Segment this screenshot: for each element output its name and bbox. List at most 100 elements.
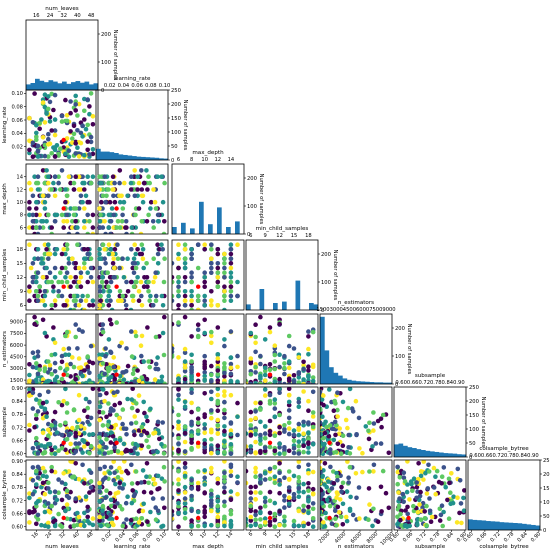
ytick-label: 0.08: [11, 104, 23, 110]
scatter-point: [46, 427, 51, 433]
scatter-point: [248, 449, 254, 454]
scatter-point: [104, 193, 109, 199]
scatter-point: [73, 265, 78, 271]
hist-bar: [333, 372, 339, 384]
scatter-point: [111, 364, 116, 370]
hist-ytick-label: 50: [469, 441, 476, 447]
scatter-point: [87, 219, 92, 224]
scatter-point: [228, 365, 234, 371]
scatter-point: [106, 251, 112, 257]
scatter-point: [296, 464, 302, 470]
scatter-point: [46, 154, 51, 159]
scatter-point: [141, 359, 146, 364]
hist-ytick-label: 100: [101, 60, 111, 66]
scatter-point: [100, 361, 106, 366]
scatter-point: [246, 523, 249, 528]
scatter-point: [42, 251, 48, 257]
scatter-point: [155, 508, 161, 514]
scatter-point: [202, 475, 207, 481]
scatter-point: [228, 355, 234, 360]
scatter-point: [75, 113, 80, 118]
scatter-frame: [171, 313, 245, 385]
scatter-point: [148, 406, 153, 412]
hist-top-tick: 0.10: [159, 83, 171, 89]
scatter-point: [345, 405, 351, 411]
scatter-point: [85, 354, 90, 359]
hist-ytick-label: 50: [171, 144, 178, 150]
ytick-label: 15: [16, 261, 23, 267]
scatter-point: [139, 443, 145, 449]
scatter-point: [195, 509, 201, 515]
scatter-point: [46, 174, 51, 179]
scatter-point: [182, 490, 188, 495]
scatter-point: [30, 120, 36, 125]
panel-colsample_bytree-vs-num_leaves: 0.600.660.720.780.840.90colsample_bytree…: [2, 459, 99, 549]
scatter-point: [37, 120, 42, 126]
scatter-point: [90, 432, 96, 437]
scatter-point: [202, 373, 207, 379]
scatter-point: [306, 368, 311, 373]
scatter-points: [172, 242, 240, 310]
scatter-point: [44, 399, 49, 405]
scatter-point: [155, 212, 161, 218]
scatter-point: [83, 298, 89, 304]
scatter-point: [306, 488, 311, 494]
scatter-point: [401, 475, 407, 481]
scatter-point: [159, 242, 164, 247]
scatter-point: [222, 499, 227, 505]
scatter-point: [119, 340, 124, 346]
scatter-point: [182, 501, 188, 507]
scatter-point: [209, 340, 214, 346]
scatter-point: [189, 433, 194, 439]
scatter-point: [327, 503, 333, 509]
scatter-point: [228, 511, 234, 517]
scatter-point: [71, 307, 77, 310]
scatter-point: [35, 174, 41, 179]
hist-title: num_leaves: [45, 6, 79, 12]
scatter-point: [176, 441, 181, 446]
scatter-point: [153, 206, 159, 211]
scatter-point: [82, 368, 87, 373]
scatter-point: [296, 439, 302, 445]
scatter-point: [235, 400, 240, 406]
ytick-label: 1500: [10, 378, 23, 384]
scatter-point: [63, 151, 68, 157]
scatter-point: [320, 509, 323, 515]
scatter-point: [327, 387, 332, 392]
hist-bar: [526, 524, 532, 530]
scatter-point: [63, 97, 68, 103]
scatter-point: [105, 270, 110, 276]
scatter-point: [286, 387, 292, 391]
xtick-label: 0.72: [415, 531, 427, 543]
scatter-point: [291, 346, 297, 351]
scatter-point: [117, 373, 123, 379]
best-point: [406, 515, 411, 521]
scatter-point: [56, 477, 61, 482]
scatter-point: [132, 432, 137, 438]
scatter-point: [112, 504, 118, 510]
scatter-point: [215, 359, 221, 365]
hist-bar: [351, 380, 357, 384]
scatter-point: [370, 444, 375, 449]
scatter-point: [27, 378, 32, 384]
scatter-point: [286, 476, 292, 482]
scatter-point: [182, 473, 188, 479]
scatter-point: [296, 494, 302, 500]
scatter-point: [176, 447, 181, 453]
scatter-point: [100, 193, 106, 199]
scatter-point: [44, 334, 49, 339]
scatter-point: [68, 307, 73, 310]
scatter-point: [286, 448, 292, 454]
scatter-point: [403, 508, 408, 513]
hist-bar: [145, 157, 151, 160]
xtick-label: 0.78: [429, 531, 441, 543]
scatter-frame: [171, 239, 245, 311]
hist-bar: [141, 156, 146, 160]
scatter-point: [85, 251, 90, 257]
scatter-point: [98, 293, 103, 299]
scatter-point: [301, 359, 306, 365]
scatter-point: [90, 522, 96, 528]
hist-bar: [486, 521, 491, 530]
scatter-point: [49, 381, 54, 384]
scatter-point: [82, 265, 87, 271]
